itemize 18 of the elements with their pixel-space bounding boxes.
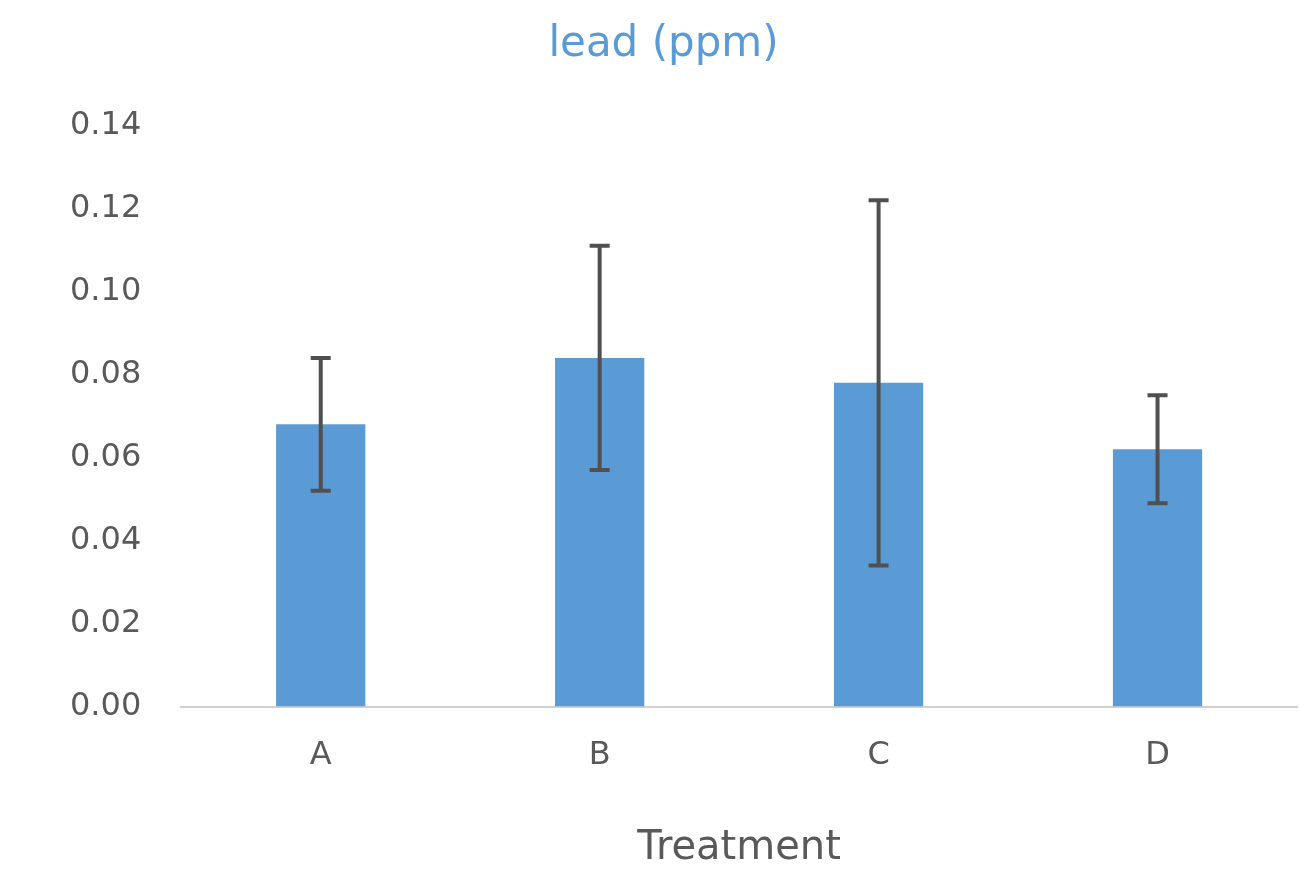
bar — [276, 424, 366, 707]
bar — [1112, 449, 1203, 707]
y-tick-label: 0.04 — [70, 518, 142, 557]
x-tick-label: D — [1145, 734, 1170, 773]
y-tick-label: 0.12 — [70, 186, 142, 225]
x-tick-label: B — [588, 734, 611, 773]
bar — [833, 382, 924, 707]
y-tick-label: 0.14 — [70, 103, 142, 142]
bar — [555, 357, 645, 707]
x-axis-title: Treatment — [636, 822, 841, 869]
y-tick-label: 0.08 — [70, 352, 142, 391]
y-tick-label: 0.10 — [70, 269, 142, 308]
chart-title: lead (ppm) — [548, 17, 779, 67]
y-tick-label: 0.02 — [70, 601, 142, 640]
x-tick-label: A — [309, 734, 332, 773]
y-tick-label: 0.06 — [70, 435, 142, 474]
y-tick-label: 0.00 — [70, 684, 142, 723]
x-tick-label: C — [867, 734, 890, 773]
